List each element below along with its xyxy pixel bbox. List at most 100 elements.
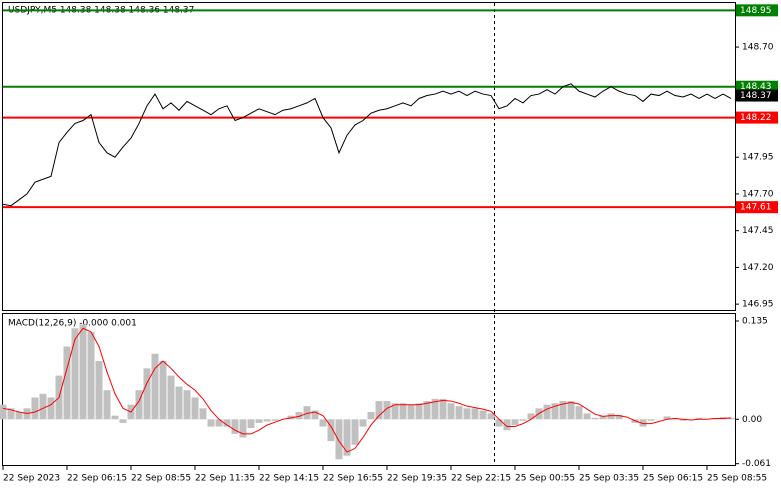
x-tick-label: 22 Sep 22:15 [451, 474, 511, 484]
x-tick-label: 25 Sep 08:55 [707, 474, 767, 484]
y-tick-label: 0.135 [742, 316, 768, 326]
macd-bar [263, 419, 271, 422]
y-tick-label: 147.20 [742, 263, 774, 273]
macd-bar [495, 419, 503, 427]
macd-bar [527, 413, 535, 420]
macd-bar [247, 419, 255, 429]
macd-bar [615, 414, 623, 420]
macd-bar [167, 375, 175, 420]
macd-bar [0, 404, 7, 420]
macd-bar [463, 408, 471, 420]
y-tick-label: 148.70 [742, 43, 774, 53]
macd-bar [79, 324, 87, 420]
x-tick-label: 22 Sep 08:55 [131, 474, 191, 484]
price-line [2, 83, 732, 207]
x-tick-label: 25 Sep 03:35 [579, 474, 639, 484]
x-tick-label: 22 Sep 06:15 [67, 474, 127, 484]
macd-bar [303, 406, 311, 420]
macd-panel [2, 313, 736, 466]
macd-bar [207, 419, 215, 427]
macd-bar [663, 416, 671, 420]
macd-bar [95, 361, 103, 420]
macd-bar [271, 419, 279, 421]
macd-bar [399, 403, 407, 420]
y-tick-label: -0.061 [742, 459, 771, 469]
macd-bar [479, 410, 487, 420]
macd-bar [327, 419, 335, 442]
macd-bar [311, 410, 319, 420]
signal-line [2, 327, 732, 453]
x-tick-label: 25 Sep 06:15 [643, 474, 703, 484]
macd-bar [583, 413, 591, 420]
macd-bar [295, 411, 303, 420]
macd-bar [575, 406, 583, 420]
macd-bar [111, 415, 119, 420]
macd-bar [375, 401, 383, 420]
macd-bar [87, 331, 95, 420]
macd-bar [255, 419, 263, 423]
macd-bar [415, 403, 423, 420]
y-tick-label: 147.45 [742, 226, 774, 236]
macd-bar [47, 397, 55, 420]
macd-bar [63, 346, 71, 420]
macd-bar [7, 408, 15, 420]
macd-bar [551, 403, 559, 420]
macd-bar [431, 398, 439, 420]
macd-bar [31, 397, 39, 420]
macd-bar [143, 368, 151, 420]
macd-bar [343, 419, 351, 456]
current-price-label: 148.37 [740, 91, 772, 101]
macd-bar [567, 401, 575, 420]
y-tick-label: 147.70 [742, 189, 774, 199]
x-tick-label: 22 Sep 16:55 [323, 474, 383, 484]
macd-bar [351, 419, 359, 445]
macd-bar [159, 361, 167, 420]
level-box [736, 4, 778, 17]
macd-bar [639, 419, 647, 427]
macd-bar [599, 415, 607, 420]
current-price-box [736, 89, 778, 102]
macd-bar [239, 419, 247, 438]
macd-bar [439, 398, 447, 420]
level-box [736, 111, 778, 124]
x-tick-label: 22 Sep 14:15 [259, 474, 319, 484]
macd-bar [15, 411, 23, 420]
macd-bar [151, 353, 159, 420]
macd-bar [359, 419, 367, 427]
macd-bar [367, 411, 375, 420]
y-tick-label: 146.95 [742, 300, 774, 310]
macd-bar [591, 417, 599, 420]
macd-bar [447, 403, 455, 420]
macd-bar [215, 419, 223, 427]
level-box [736, 201, 778, 214]
macd-bar [119, 419, 127, 423]
macd-bar [191, 397, 199, 420]
macd-title: MACD(12,26,9) -0.000 0.001 [8, 319, 137, 329]
y-tick-label: 147.95 [742, 153, 774, 163]
macd-bar [487, 413, 495, 420]
macd-bar [559, 401, 567, 420]
level-label: 148.43 [740, 82, 772, 92]
macd-bar [39, 393, 47, 420]
macd-bar [543, 404, 551, 420]
x-tick-label: 22 Sep 19:35 [387, 474, 447, 484]
macd-bar [695, 417, 703, 420]
macd-bar [183, 390, 191, 420]
macd-bar [383, 401, 391, 420]
level-label: 148.22 [740, 113, 772, 123]
x-tick-label: 22 Sep 2023 [3, 474, 60, 484]
macd-bar [423, 401, 431, 420]
macd-bar [647, 419, 655, 421]
macd-bar [727, 417, 735, 420]
macd-bar [103, 390, 111, 420]
macd-bar [503, 419, 511, 431]
macd-bar [335, 419, 343, 460]
macd-bar [511, 419, 519, 426]
price-panel [2, 2, 736, 311]
level-label: 148.95 [740, 6, 772, 16]
macd-bar [319, 419, 327, 427]
macd-bar [175, 386, 183, 420]
macd-bar [223, 419, 231, 427]
macd-bar [407, 404, 415, 420]
